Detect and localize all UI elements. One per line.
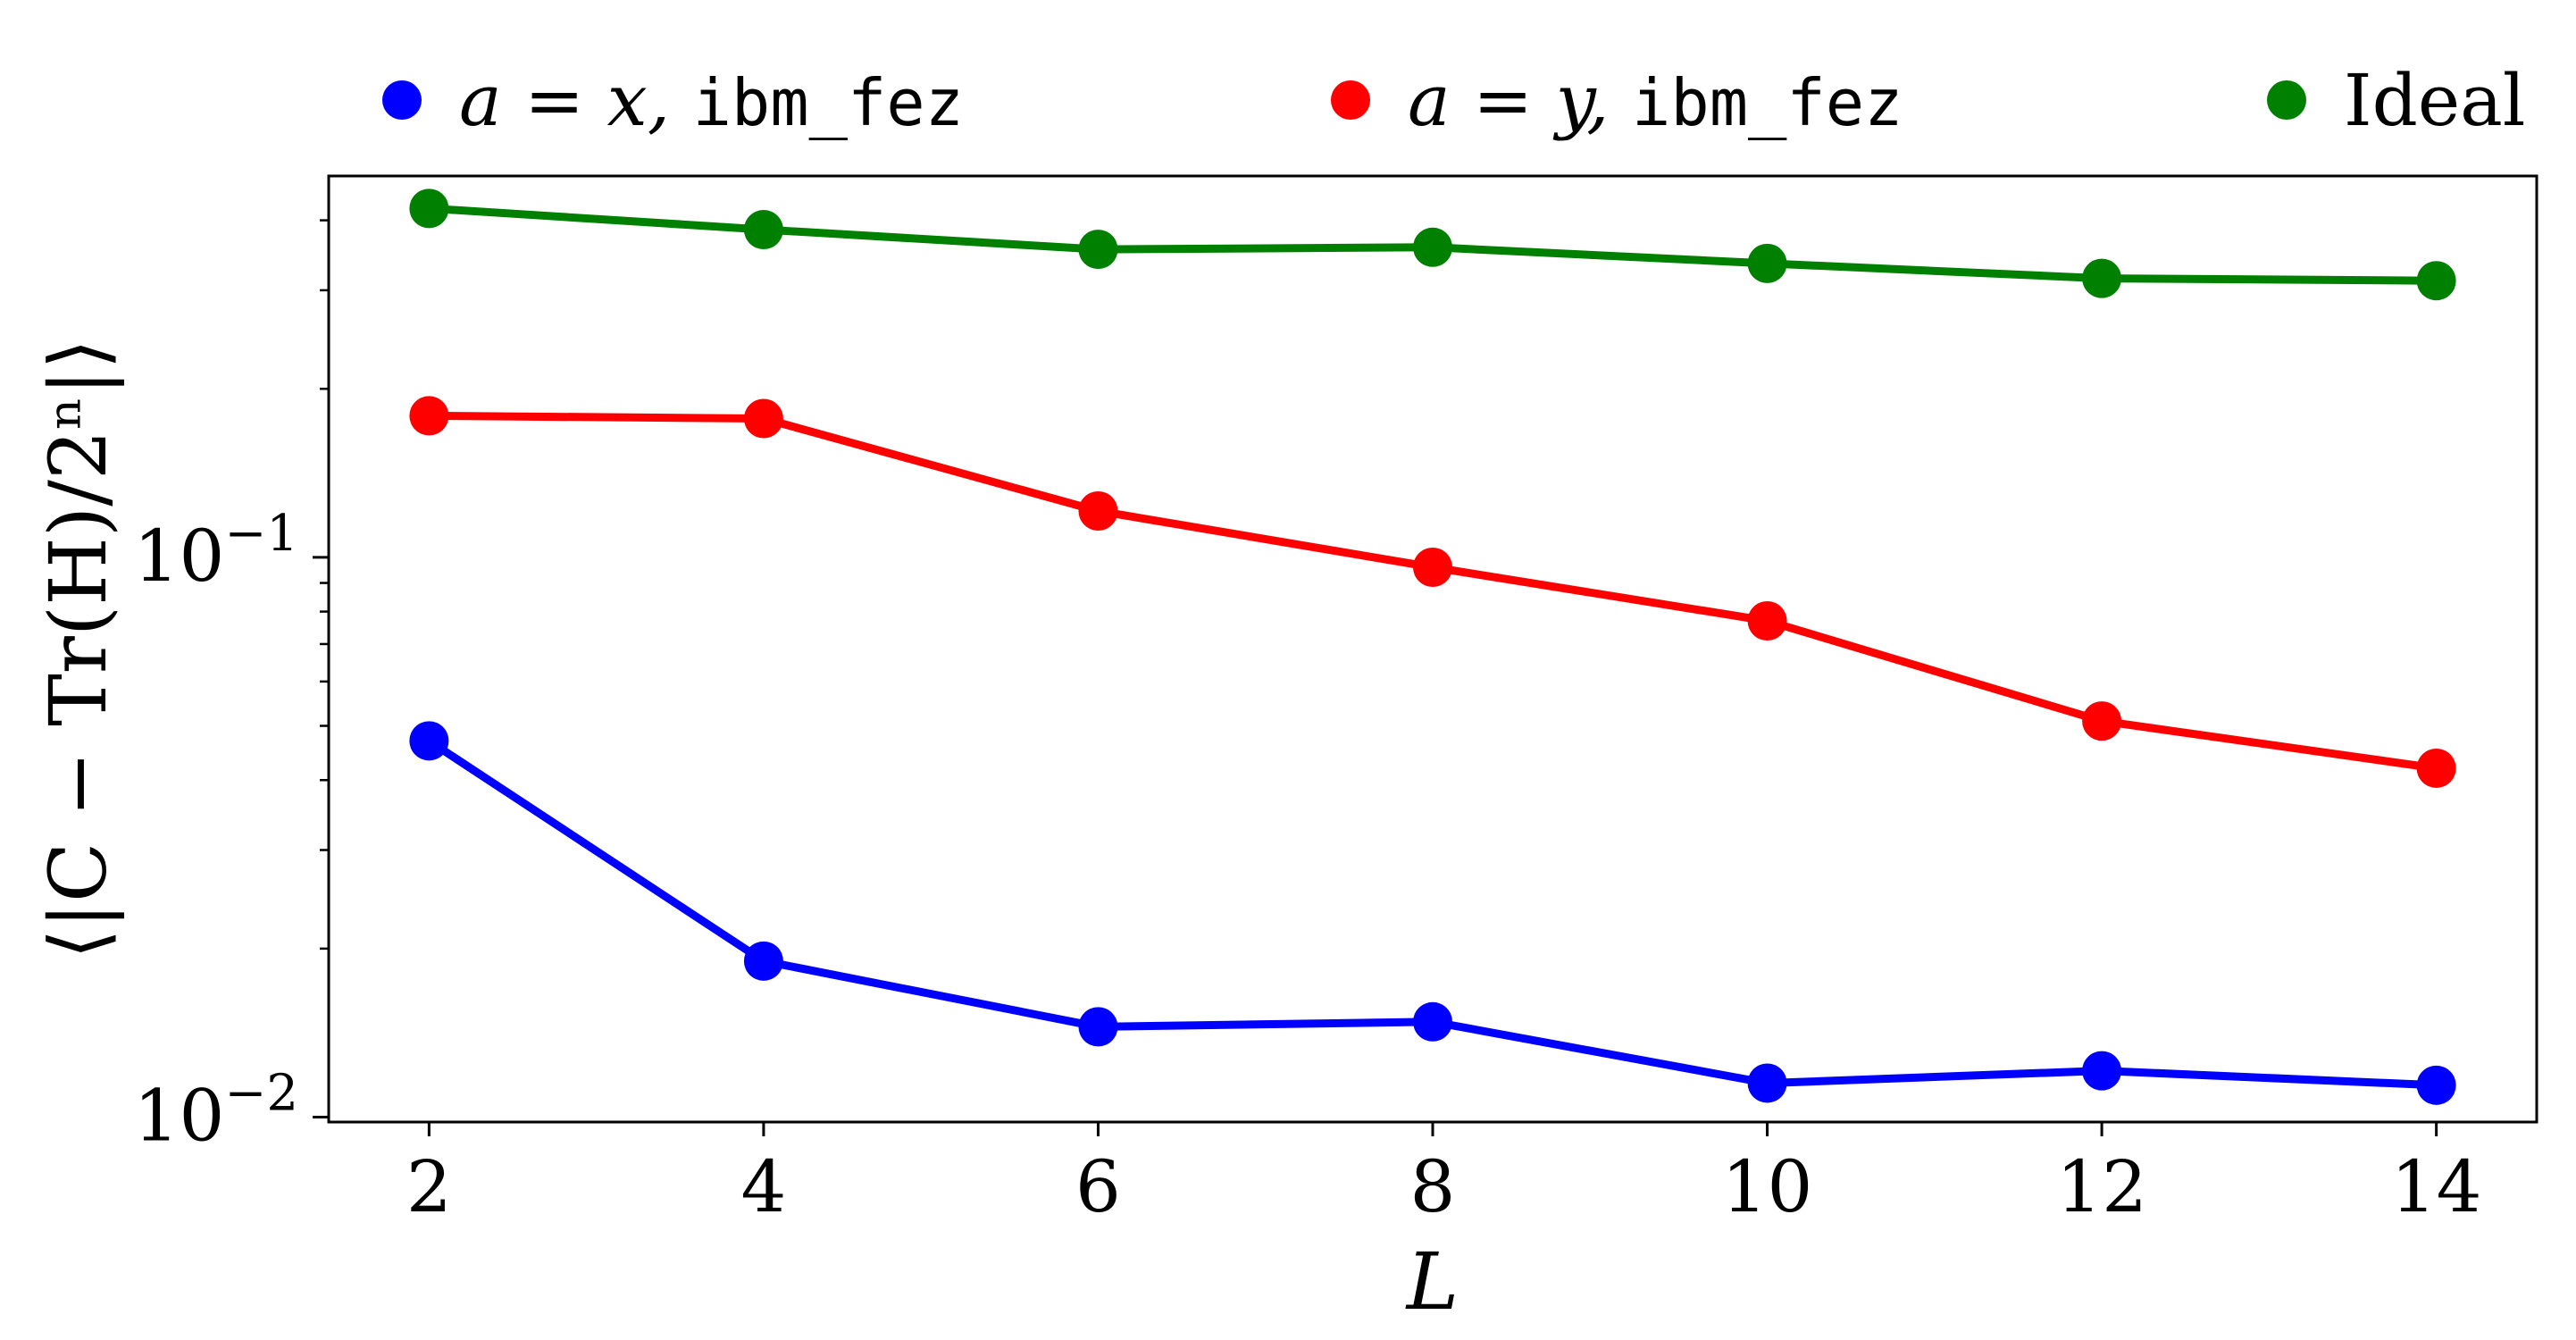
data-point-y [409,396,449,436]
data-point-y [743,398,783,439]
data-point-ideal [1413,227,1452,267]
data-point-x [2082,1051,2122,1091]
series-ideal [409,188,2456,301]
x-axis-label: L [1405,1235,1459,1327]
x-tick-label: 12 [2056,1145,2147,1228]
y-minor-ticks [320,219,329,951]
x-tick-label: 2 [406,1145,452,1228]
y-tick-label: 10−1 [134,505,298,598]
data-point-ideal [1747,243,1787,283]
data-point-ideal [743,210,783,250]
data-point-ideal [2416,261,2456,301]
legend-label-y: a = y, ibm_fez [1408,59,1903,142]
x-tick-label: 4 [740,1145,786,1228]
data-point-y [2416,748,2456,788]
y-axis: 10−1 10−2 [134,505,329,1158]
data-point-x [743,941,783,981]
legend-label-x: a = x, ibm_fez [459,59,964,142]
x-tick-label: 10 [1722,1145,1813,1228]
x-axis: 2 4 6 8 10 12 14 [406,1122,2482,1228]
data-point-ideal [1078,230,1118,270]
data-point-ideal [2082,258,2122,298]
legend-label-ideal: Ideal [2344,59,2525,142]
data-point-ideal [409,188,449,229]
x-tick-label: 14 [2391,1145,2482,1228]
y-tick-label: 10−2 [134,1065,298,1158]
legend-marker-x [382,80,422,120]
data-point-x [1078,1007,1118,1047]
data-point-x [1413,1001,1452,1042]
data-point-y [2082,701,2122,741]
data-point-x [2416,1065,2456,1105]
x-tick-label: 6 [1075,1145,1121,1228]
data-point-y [1747,601,1787,641]
series-x [409,721,2456,1105]
data-point-x [1747,1063,1787,1103]
series-y [409,396,2456,788]
data-point-y [1078,491,1118,532]
data-point-y [1413,547,1452,587]
legend-marker-y [1331,80,1370,120]
plot-area-frame [327,174,2538,1124]
y-axis-label: ⟨|C − Tr(H)/2ⁿ|⟩ [32,339,124,959]
series-line-y [424,411,2441,773]
legend-marker-ideal [2267,80,2306,120]
data-point-x [409,721,449,761]
legend: a = x, ibm_fez a = y, ibm_fez Ideal [382,59,2525,142]
series-layer [409,188,2456,1105]
x-tick-label: 8 [1410,1145,1456,1228]
